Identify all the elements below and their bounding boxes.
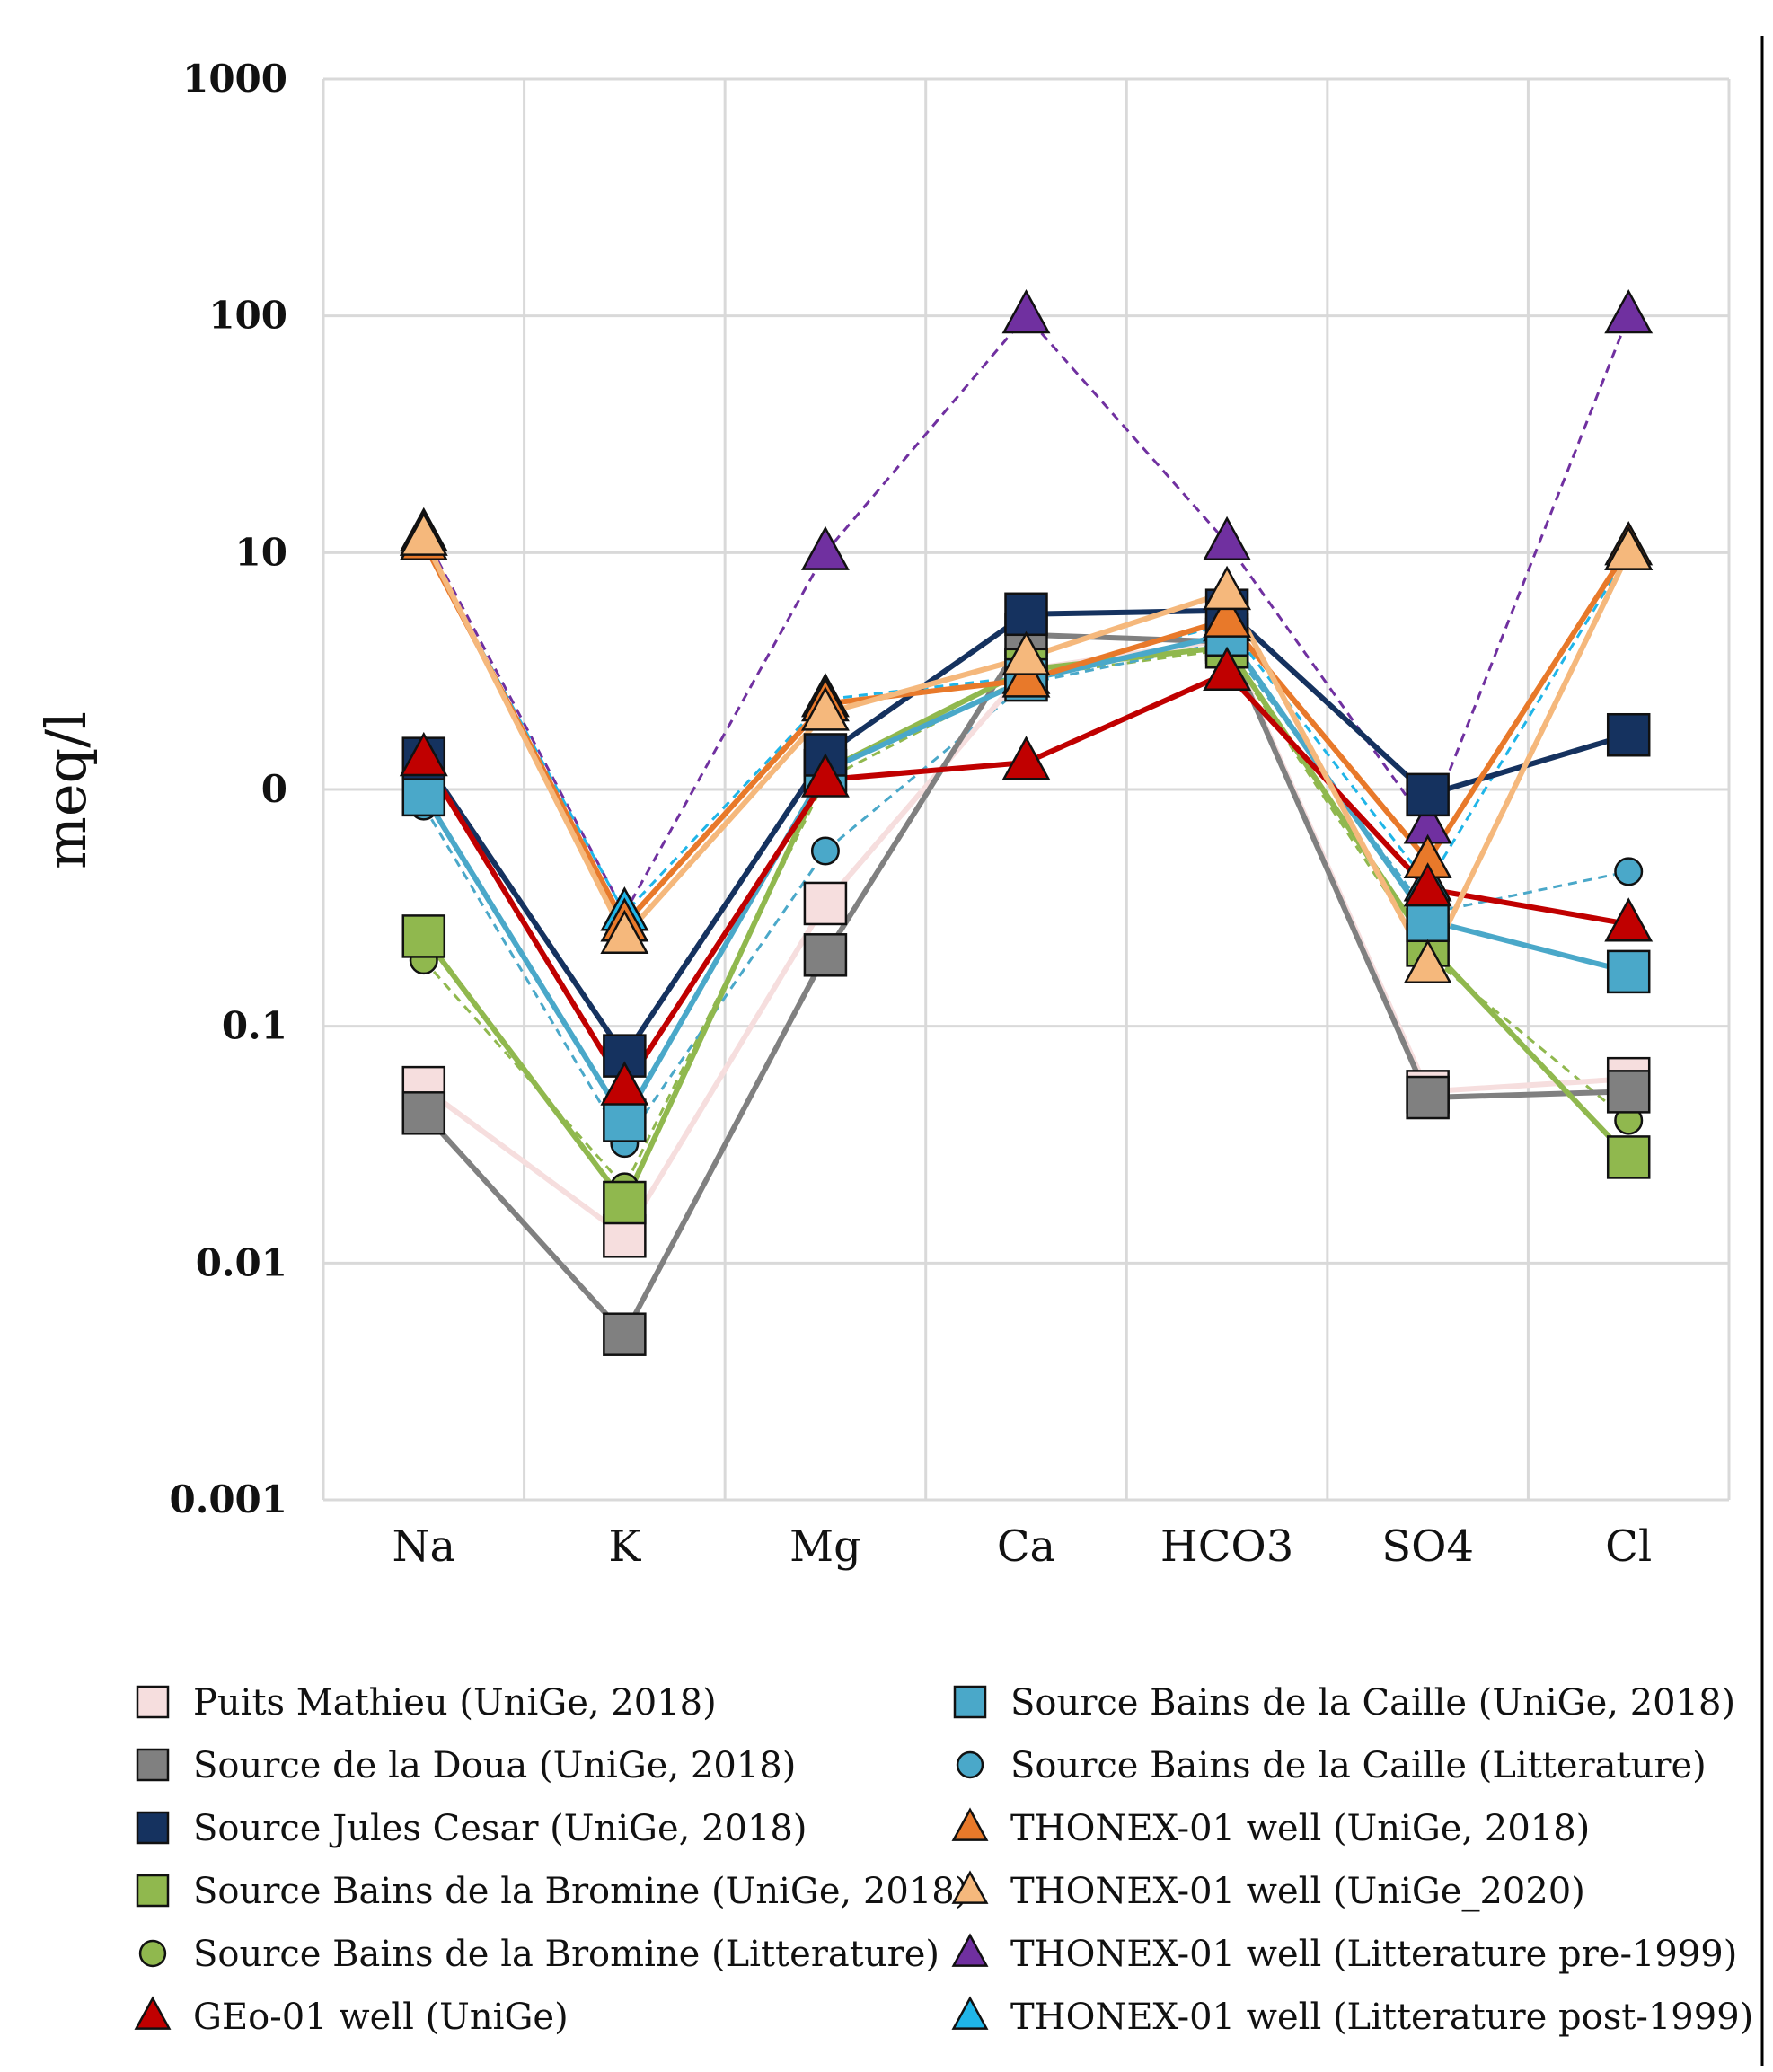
series-point bbox=[810, 836, 840, 866]
series-point bbox=[803, 881, 848, 926]
series-markers bbox=[399, 288, 1654, 1356]
legend-entry: THONEX-01 well (Litterature pre-1999) bbox=[1010, 1934, 1737, 1975]
legend-marker bbox=[136, 1811, 170, 1845]
legend-entry: Source Jules Cesar (UniGe, 2018) bbox=[193, 1808, 807, 1849]
legend-entry: Source Bains de la Caille (UniGe, 2018) bbox=[1010, 1682, 1735, 1724]
y-tick-label: 0.001 bbox=[169, 1477, 287, 1521]
x-tick-label: Cl bbox=[1605, 1521, 1652, 1572]
series-point bbox=[603, 1312, 647, 1356]
x-tick-label: K bbox=[608, 1521, 641, 1572]
legend-marker bbox=[136, 1748, 170, 1782]
series-point bbox=[1606, 949, 1651, 994]
series-point bbox=[1606, 1070, 1651, 1114]
series-point bbox=[600, 1061, 649, 1106]
x-tick-label: Na bbox=[392, 1521, 455, 1572]
legend-entry: GEo-01 well (UniGe) bbox=[193, 1997, 569, 2038]
legend-marker bbox=[951, 1933, 989, 1967]
series-point bbox=[800, 686, 850, 731]
legend-entry: Source Bains de la Bromine (Litterature) bbox=[193, 1934, 939, 1975]
series-point bbox=[401, 772, 446, 817]
series-point bbox=[401, 914, 446, 958]
series-point bbox=[1614, 857, 1644, 886]
legend-marker bbox=[951, 1870, 989, 1904]
series-point bbox=[1403, 862, 1452, 907]
series-point bbox=[1606, 1135, 1651, 1179]
x-tick-label: Mg bbox=[789, 1521, 861, 1572]
series-point bbox=[1001, 288, 1051, 334]
series-point bbox=[1203, 565, 1252, 611]
legend-marker bbox=[951, 1807, 989, 1841]
legend-marker bbox=[136, 1685, 170, 1719]
y-axis-label: meq/l bbox=[33, 711, 99, 869]
y-tick-label: 0.01 bbox=[196, 1240, 287, 1284]
legend-entry: THONEX-01 well (Litterature post-1999) bbox=[1010, 1997, 1753, 2038]
series-point bbox=[1406, 772, 1450, 817]
legend-entry: Puits Mathieu (UniGe, 2018) bbox=[193, 1682, 717, 1724]
series-point bbox=[803, 933, 848, 977]
series-point bbox=[1001, 736, 1051, 780]
series-point bbox=[401, 1091, 446, 1135]
x-axis-ticks: Na K Mg Ca HCO3 SO4 Cl bbox=[392, 1521, 1652, 1572]
series-point bbox=[603, 1098, 647, 1142]
series-point bbox=[1203, 516, 1252, 561]
legend-marker bbox=[136, 1874, 170, 1908]
series-point bbox=[1606, 712, 1651, 757]
series-point bbox=[1406, 1075, 1450, 1120]
series-point bbox=[800, 525, 850, 570]
series-point bbox=[603, 1180, 647, 1225]
legend-entry: Source de la Doua (UniGe, 2018) bbox=[193, 1745, 796, 1786]
legend-entry: Source Bains de la Bromine (UniGe, 2018) bbox=[193, 1871, 968, 1912]
series-point bbox=[1203, 646, 1252, 692]
x-tick-label: SO4 bbox=[1381, 1521, 1474, 1572]
series-point bbox=[1001, 653, 1051, 698]
x-tick-label: Ca bbox=[997, 1521, 1055, 1572]
legend-marker bbox=[951, 1996, 989, 2030]
series-point bbox=[1004, 592, 1048, 637]
legend-entry: THONEX-01 well (UniGe, 2018) bbox=[1010, 1808, 1590, 1849]
legend-marker bbox=[138, 1939, 167, 1968]
series-point bbox=[1403, 939, 1452, 983]
series-point bbox=[1203, 593, 1252, 638]
y-tick-label: 0.1 bbox=[222, 1004, 287, 1048]
series-point bbox=[800, 753, 850, 798]
y-tick-label: 0 bbox=[261, 767, 287, 811]
legend-entry: Source Bains de la Caille (Litterature) bbox=[1010, 1745, 1707, 1786]
series-point bbox=[1001, 630, 1051, 675]
legend-marker bbox=[953, 1685, 987, 1719]
legend-marker bbox=[956, 1750, 984, 1779]
legend-entry: THONEX-01 well (UniGe_2020) bbox=[1010, 1871, 1585, 1912]
series-point bbox=[1604, 288, 1654, 334]
x-tick-label: HCO3 bbox=[1160, 1521, 1293, 1572]
legend: Puits Mathieu (UniGe, 2018) Source de la … bbox=[134, 1682, 1753, 2038]
y-tick-label: 100 bbox=[208, 294, 287, 338]
legend-marker bbox=[134, 1996, 172, 2030]
series-point bbox=[1604, 525, 1654, 570]
series-point bbox=[399, 731, 448, 777]
y-tick-label: 1000 bbox=[182, 57, 287, 101]
series-point bbox=[1604, 897, 1654, 942]
series-point bbox=[600, 909, 649, 955]
series-point bbox=[399, 511, 448, 556]
y-tick-label: 10 bbox=[235, 530, 287, 574]
